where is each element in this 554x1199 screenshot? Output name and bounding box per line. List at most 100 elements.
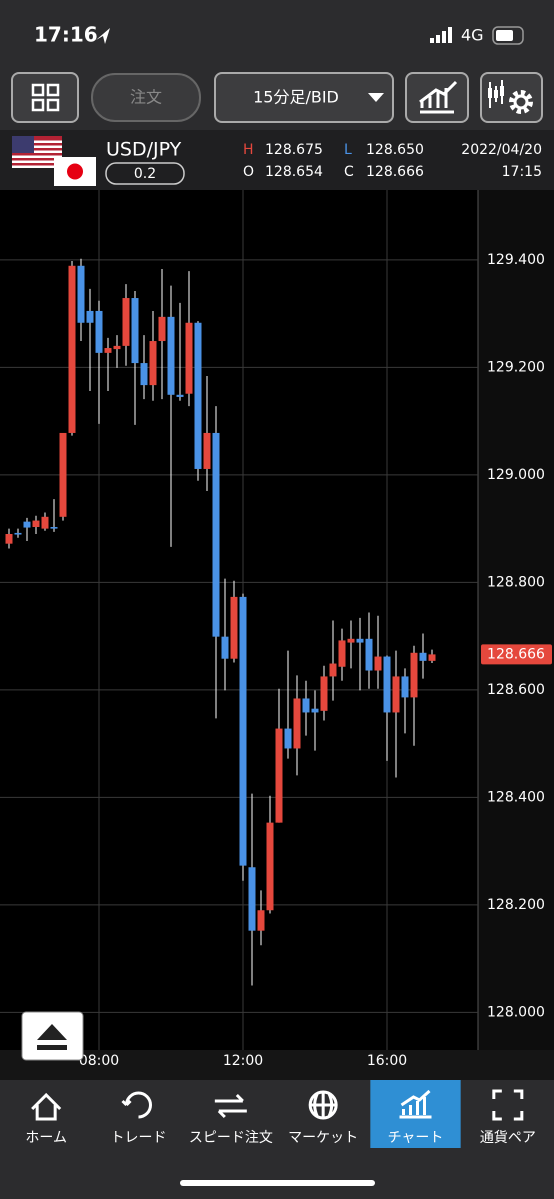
candle-body: [320, 676, 328, 711]
open-label: O: [243, 164, 254, 180]
y-tick-label: 128.800: [487, 574, 545, 590]
home-indicator: [180, 1180, 375, 1186]
last-price-label: 128.666: [487, 646, 545, 662]
candle-body: [176, 394, 184, 397]
candle-body: [311, 708, 319, 713]
candle-body: [275, 728, 283, 823]
tab-icon: [492, 1089, 524, 1121]
close-value: 128.666: [366, 164, 424, 180]
close-label: C: [344, 164, 354, 180]
candle-body: [77, 265, 85, 323]
candle-body: [167, 316, 175, 395]
candle-body: [95, 310, 103, 353]
candle-body: [14, 532, 22, 535]
candle-body: [41, 516, 49, 529]
candle-body: [203, 432, 211, 469]
candle-body: [50, 527, 58, 529]
candle-body: [410, 652, 418, 698]
high-value: 128.675: [265, 142, 323, 158]
candle-body: [230, 596, 238, 659]
tab-bar: [0, 1080, 554, 1199]
candle-body: [302, 698, 310, 713]
order-label: 注文: [130, 88, 162, 107]
battery-level: [496, 30, 513, 41]
candle-body: [68, 265, 76, 433]
candle-body: [347, 638, 355, 643]
tab[interactable]: トレード: [111, 1091, 167, 1146]
candle-body: [293, 698, 301, 749]
x-tick-label: 12:00: [223, 1053, 263, 1069]
candle-body: [140, 363, 148, 386]
location-icon: [96, 28, 110, 44]
tab[interactable]: 通貨ペア: [480, 1089, 536, 1146]
x-axis-band: [0, 1050, 554, 1080]
low-label: L: [344, 142, 352, 158]
candle-body: [356, 638, 364, 643]
tab[interactable]: ホーム: [25, 1092, 67, 1146]
candle-body: [5, 534, 13, 544]
tab-icon: [31, 1092, 62, 1121]
candle-body: [194, 322, 202, 469]
plot: 128.000 128.200 128.400 128.600 128.800 129.0…: [0, 190, 552, 1069]
x-tick-label: 08:00: [79, 1053, 119, 1069]
candle-body: [221, 636, 229, 659]
tab[interactable]: スピード注文: [189, 1093, 273, 1146]
us-flag: [12, 136, 62, 168]
candle-body: [86, 310, 94, 323]
y-tick-label: 129.000: [487, 467, 545, 483]
tab-icon: [121, 1091, 152, 1119]
battery: [492, 26, 524, 45]
timeframe-dropdown[interactable]: 15分足/BID: [214, 72, 394, 123]
candle-body: [374, 656, 382, 671]
candle-body: [401, 676, 409, 698]
clock: 17:16: [34, 23, 98, 47]
layout-button[interactable]: [11, 72, 79, 123]
y-tick-label: 128.200: [487, 897, 545, 913]
chart-background: [0, 190, 554, 1080]
candle-body: [428, 654, 436, 661]
candle-body: [383, 656, 391, 713]
candle-body: [23, 521, 31, 528]
tabs: ホーム トレード スピード注文 マーケット チャート 通貨ペア: [25, 1080, 536, 1148]
candle-body: [248, 867, 256, 931]
date: 2022/04/20: [461, 142, 542, 158]
signal-icon: [430, 27, 452, 43]
candle-body: [104, 348, 112, 353]
tab-label: ホーム: [25, 1130, 67, 1146]
spread: 0.2: [134, 166, 156, 182]
candle-body: [329, 663, 337, 677]
collapse-button[interactable]: [21, 1011, 84, 1061]
low-value: 128.650: [366, 142, 424, 158]
spread-pill: [105, 162, 185, 185]
settings-button[interactable]: [480, 72, 543, 123]
tab[interactable]: マーケット: [288, 1090, 358, 1146]
candle-body: [113, 345, 121, 350]
open-value: 128.654: [265, 164, 323, 180]
candle-body: [185, 322, 193, 394]
candle-body: [338, 640, 346, 667]
currency-pair: USD/JPY: [106, 139, 182, 161]
candle-body: [266, 822, 274, 911]
last-price-tag: [481, 644, 552, 665]
tab-icon: [214, 1093, 247, 1119]
high-label: H: [243, 142, 254, 158]
candle-body: [284, 728, 292, 749]
tab-label: 通貨ペア: [480, 1129, 536, 1146]
candle-body: [257, 910, 265, 931]
network: 4G: [461, 26, 484, 45]
tab[interactable]: チャート: [370, 1080, 461, 1148]
order-button[interactable]: 注文: [91, 73, 201, 122]
candle-body: [149, 341, 157, 386]
candle-body: [158, 316, 166, 342]
y-tick-label: 129.200: [487, 359, 545, 375]
candle-body: [32, 520, 40, 528]
tab-label: トレード: [111, 1130, 167, 1146]
tab-label: スピード注文: [189, 1130, 273, 1146]
indicator-button[interactable]: [405, 72, 469, 123]
candle-body: [419, 652, 427, 661]
candle-body: [365, 638, 373, 671]
jp-flag: [54, 157, 96, 186]
